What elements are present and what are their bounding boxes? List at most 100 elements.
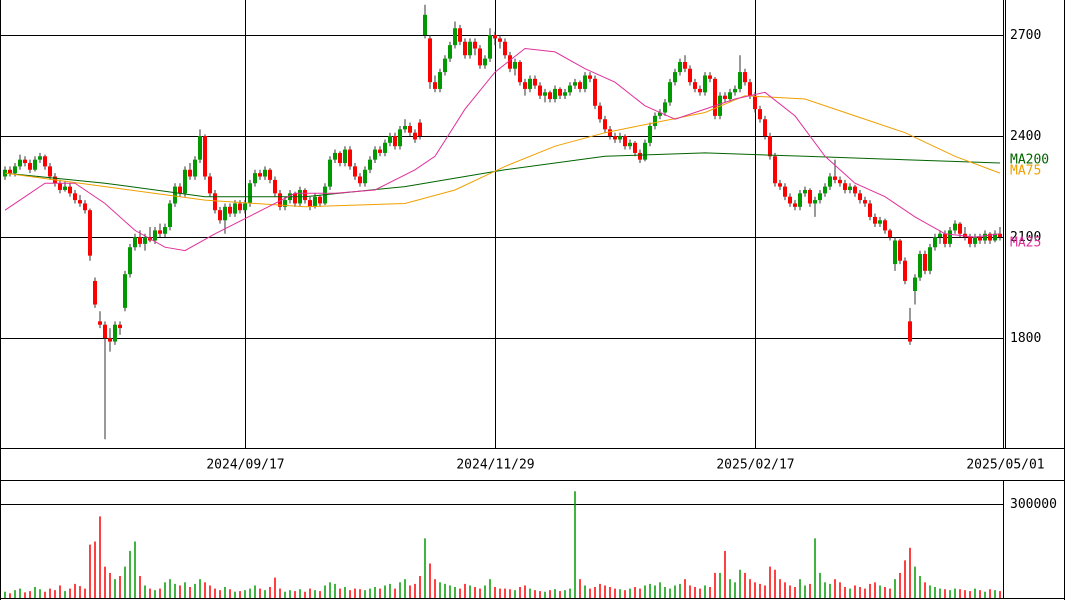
candle-body (743, 72, 747, 83)
candle-body (473, 41, 477, 49)
candle-body (78, 200, 82, 204)
x-tick-label: 2024/11/29 (456, 458, 534, 473)
candle-body (218, 210, 222, 221)
legend-label: MA200 (1010, 153, 1049, 168)
candle-body (43, 156, 47, 167)
candle-body (993, 233, 997, 241)
volume-bar (394, 588, 396, 598)
volume-bar (669, 588, 671, 598)
candle-body (558, 88, 562, 96)
volume-bar (719, 572, 721, 598)
candle-body (968, 237, 972, 244)
candle-body (93, 280, 97, 305)
volume-bar (649, 583, 651, 598)
volume-bar (154, 590, 156, 598)
volume-bar (194, 583, 196, 598)
candle-body (128, 247, 132, 275)
candle-body (678, 61, 682, 73)
volume-bar (984, 591, 986, 598)
candle-body (578, 82, 582, 89)
volume-bar (134, 541, 136, 598)
candle-body (833, 176, 837, 180)
candle-body (158, 230, 162, 234)
candle-body (278, 193, 282, 207)
volume-bar (324, 585, 326, 598)
candle-body (908, 321, 912, 342)
candle-body (893, 240, 897, 265)
volume-bar (34, 587, 36, 598)
y-tick-label: 300000 (1010, 497, 1057, 512)
volume-bar (684, 579, 686, 598)
candle-body (178, 186, 182, 194)
volume-bar (234, 591, 236, 598)
candle-body (553, 88, 557, 100)
volume-bar (909, 547, 911, 598)
volume-bar (614, 588, 616, 598)
volume-bar (929, 585, 931, 598)
volume-bar (519, 587, 521, 598)
volume-bar (164, 582, 166, 598)
candle-body (923, 253, 927, 271)
volume-bar (829, 583, 831, 598)
volume-bar (849, 588, 851, 598)
volume-bar (159, 588, 161, 598)
volume-bar (994, 590, 996, 598)
candle-body (773, 156, 777, 184)
y-tick-label: 1800 (1010, 331, 1041, 346)
volume-bar (24, 592, 26, 598)
volume-bar (489, 579, 491, 598)
candle-body (748, 82, 752, 96)
volume-bar (309, 588, 311, 598)
volume-bar (99, 516, 101, 598)
volume-bar (789, 585, 791, 598)
candle-body (988, 233, 992, 241)
volume-bar (584, 585, 586, 598)
candle-body (543, 92, 547, 96)
candle-body (638, 152, 642, 160)
moving-average-line (4, 152, 1001, 198)
volume-bar (579, 579, 581, 598)
candle-body (383, 142, 387, 153)
candle-body (973, 237, 977, 244)
candle-body (353, 166, 357, 177)
volume-bar (564, 590, 566, 598)
volume-bar (349, 590, 351, 598)
volume-bar (784, 582, 786, 598)
volume-bar (64, 591, 66, 598)
volume-bar (759, 583, 761, 598)
volume-bar (84, 588, 86, 598)
volume-bar (199, 579, 201, 598)
volume-bar (969, 591, 971, 598)
volume-bar (74, 583, 76, 598)
candle-body (398, 129, 402, 147)
volume-bar (59, 585, 61, 598)
y-tick-label: 2100 (1010, 230, 1041, 245)
candle-body (193, 159, 197, 177)
volume-bar (714, 572, 716, 598)
candle-body (143, 237, 147, 244)
volume-bar (189, 587, 191, 598)
volume-bar (469, 585, 471, 598)
candle-body (468, 41, 472, 56)
candle-body (213, 193, 217, 211)
volume-bar (244, 590, 246, 598)
volume-bar (824, 582, 826, 598)
volume-bar (129, 550, 131, 598)
volume-bar (369, 588, 371, 598)
volume-bar (569, 588, 571, 598)
volume-bar (104, 566, 106, 598)
candle-body (533, 78, 537, 86)
volume-bar (474, 587, 476, 598)
candle-body (518, 61, 522, 83)
volume-bar (799, 579, 801, 598)
volume-bar (289, 590, 291, 598)
volume-bar (304, 591, 306, 598)
volume-bar (329, 582, 331, 598)
volume-bar (944, 589, 946, 598)
volume-bar (459, 588, 461, 598)
volume-bar (989, 589, 991, 598)
volume-bar (874, 582, 876, 598)
candle-body (478, 48, 482, 66)
candle-body (703, 75, 707, 93)
